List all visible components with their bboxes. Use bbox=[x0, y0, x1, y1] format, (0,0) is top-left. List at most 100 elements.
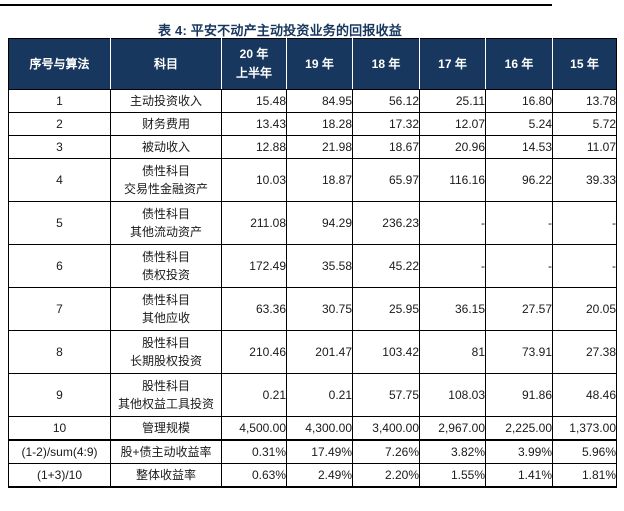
value-cell: 11.07 bbox=[552, 135, 617, 159]
table-row: 2 财务费用 13.43 18.28 17.32 12.07 5.24 5.72 bbox=[8, 112, 617, 136]
value-cell: 2.20% bbox=[352, 463, 420, 488]
returns-table: 序号与算法 科目 20 年 上半年 19 年 18 年 17 年 16 年 15… bbox=[8, 38, 617, 488]
row-id-cell: 7 bbox=[8, 287, 111, 331]
value-cell: 7.26% bbox=[352, 439, 420, 464]
subject-cell: 被动收入 bbox=[110, 135, 222, 159]
value-cell: 14.53 bbox=[485, 135, 553, 159]
header-row: 序号与算法 科目 20 年 上半年 19 年 18 年 17 年 16 年 15… bbox=[8, 38, 617, 90]
value-cell: 1.55% bbox=[419, 463, 486, 488]
value-cell: 2,967.00 bbox=[419, 416, 486, 441]
value-cell: 65.97 bbox=[352, 158, 420, 202]
row-id-cell: 9 bbox=[8, 373, 111, 417]
value-cell: 96.22 bbox=[485, 158, 553, 202]
table-row: 8 股性科目 长期股权投资 210.46 201.47 103.42 81 73.91 27.… bbox=[8, 330, 617, 374]
value-cell: 1.41% bbox=[485, 463, 553, 488]
table-body: 1 主动投资收入 15.48 84.95 56.12 25.11 16.80 13.78 2 财务… bbox=[8, 89, 617, 488]
header-cell-2018: 18 年 bbox=[352, 38, 420, 90]
value-cell: 3,400.00 bbox=[352, 416, 420, 441]
value-cell: - bbox=[552, 244, 617, 288]
value-cell: - bbox=[419, 201, 486, 245]
top-divider bbox=[0, 4, 552, 6]
subject-cell: 债性科目 债权投资 bbox=[110, 244, 222, 288]
subject-cell: 债性科目 其他流动资产 bbox=[110, 201, 222, 245]
value-cell: - bbox=[419, 244, 486, 288]
value-cell: 15.48 bbox=[221, 89, 287, 113]
value-cell: 0.63% bbox=[221, 463, 287, 488]
value-cell: 201.47 bbox=[286, 330, 353, 374]
value-cell: 1,373.00 bbox=[552, 416, 617, 441]
value-cell: 1.81% bbox=[552, 463, 617, 488]
value-cell: 13.78 bbox=[552, 89, 617, 113]
subject-cell: 管理规模 bbox=[110, 416, 222, 441]
value-cell: 35.58 bbox=[286, 244, 353, 288]
subject-cell: 整体收益率 bbox=[110, 463, 222, 488]
row-id-cell: (1+3)/10 bbox=[8, 463, 111, 488]
subject-cell: 主动投资收入 bbox=[110, 89, 222, 113]
value-cell: 5.24 bbox=[485, 112, 553, 136]
row-id-cell: 10 bbox=[8, 416, 111, 441]
value-cell: 21.98 bbox=[286, 135, 353, 159]
value-cell: 18.87 bbox=[286, 158, 353, 202]
value-cell: 57.75 bbox=[352, 373, 420, 417]
value-cell: 0.21 bbox=[286, 373, 353, 417]
row-id-cell: 5 bbox=[8, 201, 111, 245]
value-cell: 3.99% bbox=[485, 439, 553, 464]
value-cell: 16.80 bbox=[485, 89, 553, 113]
header-cell-2019: 19 年 bbox=[286, 38, 353, 90]
value-cell: 2,225.00 bbox=[485, 416, 553, 441]
value-cell: 13.43 bbox=[221, 112, 287, 136]
value-cell: 27.38 bbox=[552, 330, 617, 374]
value-cell: 30.75 bbox=[286, 287, 353, 331]
header-cell-2015: 15 年 bbox=[552, 38, 617, 90]
row-id-cell: (1-2)/sum(4:9) bbox=[8, 439, 111, 464]
value-cell: 116.16 bbox=[419, 158, 486, 202]
table-row: 1 主动投资收入 15.48 84.95 56.12 25.11 16.80 13.78 bbox=[8, 89, 617, 113]
value-cell: 12.07 bbox=[419, 112, 486, 136]
value-cell: 103.42 bbox=[352, 330, 420, 374]
value-cell: 108.03 bbox=[419, 373, 486, 417]
subject-cell: 股性科目 长期股权投资 bbox=[110, 330, 222, 374]
value-cell: 10.03 bbox=[221, 158, 287, 202]
row-id-cell: 3 bbox=[8, 135, 111, 159]
header-cell-id: 序号与算法 bbox=[8, 38, 111, 90]
value-cell: 27.57 bbox=[485, 287, 553, 331]
header-cell-subject: 科目 bbox=[110, 38, 222, 90]
value-cell: 63.36 bbox=[221, 287, 287, 331]
table-row: 9 股性科目 其他权益工具投资 0.21 0.21 57.75 108.03 91.86 48… bbox=[8, 373, 617, 417]
row-id-cell: 6 bbox=[8, 244, 111, 288]
value-cell: 0.31% bbox=[221, 439, 287, 464]
value-cell: 18.67 bbox=[352, 135, 420, 159]
value-cell: 3.82% bbox=[419, 439, 486, 464]
row-id-cell: 8 bbox=[8, 330, 111, 374]
value-cell: 48.46 bbox=[552, 373, 617, 417]
value-cell: 18.28 bbox=[286, 112, 353, 136]
value-cell: 56.12 bbox=[352, 89, 420, 113]
subject-cell: 股+债主动收益率 bbox=[110, 439, 222, 464]
value-cell: 210.46 bbox=[221, 330, 287, 374]
value-cell: 17.32 bbox=[352, 112, 420, 136]
value-cell: 36.15 bbox=[419, 287, 486, 331]
value-cell: 39.33 bbox=[552, 158, 617, 202]
value-cell: 25.11 bbox=[419, 89, 486, 113]
table-row: 3 被动收入 12.88 21.98 18.67 20.96 14.53 11.07 bbox=[8, 135, 617, 159]
value-cell: 211.08 bbox=[221, 201, 287, 245]
table-row: 5 债性科目 其他流动资产 211.08 94.29 236.23- - - bbox=[8, 201, 617, 245]
value-cell: 81 bbox=[419, 330, 486, 374]
table-row: 6 债性科目 债权投资 172.49 35.58 45.22- - - bbox=[8, 244, 617, 288]
table-row: 7 债性科目 其他应收 63.36 30.75 25.95 36.15 27.57 20.05 bbox=[8, 287, 617, 331]
value-cell: 20.96 bbox=[419, 135, 486, 159]
value-cell: 4,300.00 bbox=[286, 416, 353, 441]
header-cell-2016: 16 年 bbox=[485, 38, 553, 90]
value-cell: 4,500.00 bbox=[221, 416, 287, 441]
value-cell: 25.95 bbox=[352, 287, 420, 331]
table-row: 4 债性科目 交易性金融资产 10.03 18.87 65.97 116.16 96.22 3… bbox=[8, 158, 617, 202]
subject-cell: 债性科目 其他应收 bbox=[110, 287, 222, 331]
subject-cell: 股性科目 其他权益工具投资 bbox=[110, 373, 222, 417]
header-cell-20h1: 20 年 上半年 bbox=[221, 38, 287, 90]
header-cell-2017: 17 年 bbox=[419, 38, 486, 90]
value-cell: 84.95 bbox=[286, 89, 353, 113]
value-cell: 91.86 bbox=[485, 373, 553, 417]
table-row: 10 管理规模 4,500.00 4,300.00 3,400.00 2,967.00 2,… bbox=[8, 416, 617, 441]
value-cell: - bbox=[485, 244, 553, 288]
value-cell: 0.21 bbox=[221, 373, 287, 417]
